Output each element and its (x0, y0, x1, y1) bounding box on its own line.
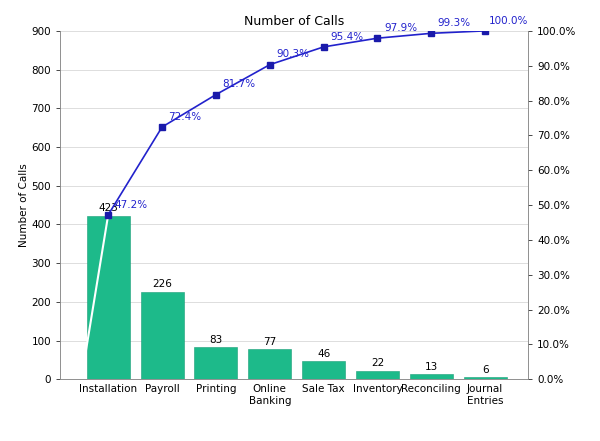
Text: 46: 46 (317, 349, 330, 359)
Title: Number of Calls: Number of Calls (244, 15, 344, 28)
Bar (194, 347, 238, 379)
Y-axis label: Number of Calls: Number of Calls (19, 163, 29, 247)
Text: 13: 13 (425, 362, 438, 372)
Text: 100.0%: 100.0% (488, 15, 528, 26)
Text: 99.3%: 99.3% (438, 18, 471, 28)
Text: 6: 6 (482, 365, 488, 374)
Text: 83: 83 (209, 335, 223, 345)
Text: 95.4%: 95.4% (330, 32, 363, 41)
Bar (248, 349, 292, 379)
Bar (410, 374, 453, 379)
Bar (302, 362, 345, 379)
Bar (356, 371, 399, 379)
Text: 423: 423 (98, 203, 118, 213)
Bar (86, 216, 130, 379)
Text: 90.3%: 90.3% (276, 49, 309, 60)
Text: 226: 226 (152, 280, 172, 289)
Text: 81.7%: 81.7% (223, 79, 256, 90)
Text: 77: 77 (263, 337, 277, 347)
Text: 72.4%: 72.4% (169, 112, 202, 122)
Bar (140, 292, 184, 379)
Text: 47.2%: 47.2% (115, 200, 148, 209)
Bar (464, 377, 507, 379)
Text: 22: 22 (371, 359, 384, 368)
Text: 97.9%: 97.9% (384, 23, 417, 33)
